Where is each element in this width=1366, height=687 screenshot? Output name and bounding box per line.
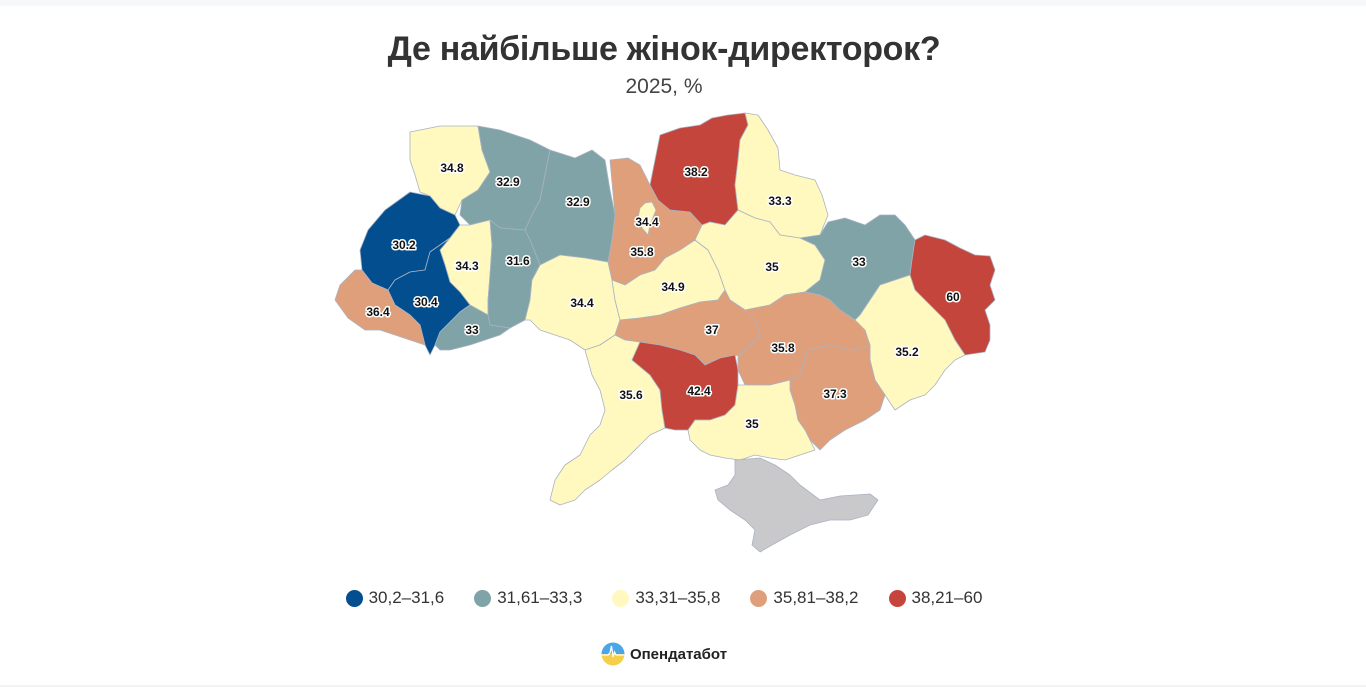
brand-name: Опендатабот (629, 645, 728, 663)
legend-label: 33,31–35,8 (635, 588, 721, 607)
value-label-ivano-frankivsk: 30.4 (414, 295, 438, 309)
value-label-vinnytsia: 34.4 (570, 296, 594, 310)
value-label-zaporizhzhia: 37.3 (823, 387, 847, 401)
value-label-kyiv-oblast: 35.8 (630, 245, 654, 259)
value-label-donetsk: 35.2 (895, 345, 919, 359)
top-strip (0, 0, 1366, 6)
value-label-volyn: 34.8 (440, 161, 464, 175)
legend-item-bin4[interactable]: 35,81–38,2 (750, 588, 859, 608)
legend-dot-icon (612, 589, 630, 607)
value-label-kyiv-city: 34.4 (635, 215, 659, 229)
bottom-strip (0, 685, 1366, 687)
opendatabot-logo-icon (601, 642, 625, 666)
region-zakarpattia[interactable] (334, 269, 426, 346)
value-label-kherson: 35 (745, 417, 759, 431)
legend-dot-icon (888, 589, 906, 607)
region-kherson[interactable] (687, 379, 816, 461)
chart-subtitle: 2025, % (625, 75, 703, 98)
legend-label: 35,81–38,2 (773, 588, 859, 607)
value-label-ternopil: 34.3 (455, 259, 479, 273)
legend-item-bin1[interactable]: 30,2–31,6 (345, 588, 445, 608)
value-label-kharkiv: 33 (852, 255, 866, 269)
brand-footer: Опендатабот (0, 642, 1328, 666)
legend-item-bin5[interactable]: 38,21–60 (888, 588, 983, 608)
value-label-sumy: 33.3 (768, 194, 792, 208)
legend-label: 30,2–31,6 (368, 588, 445, 607)
legend-dot-icon (474, 589, 492, 607)
value-label-dnipropetrovsk: 35.8 (771, 341, 795, 355)
legend-item-bin2[interactable]: 31,61–33,3 (474, 588, 582, 608)
value-label-mykolaiv: 42.4 (687, 384, 711, 398)
legend-item-bin3[interactable]: 33,31–35,8 (612, 588, 720, 608)
value-label-poltava: 35 (765, 260, 779, 274)
legend-label: 38,21–60 (911, 588, 983, 607)
value-label-chernivtsi: 33 (465, 323, 479, 337)
value-label-odesa: 35.6 (619, 388, 643, 402)
value-label-lviv: 30.2 (392, 238, 416, 252)
value-label-zakarpattia: 36.4 (366, 305, 390, 319)
region-crimea[interactable] (714, 457, 879, 553)
value-label-zhytomyr: 32.9 (566, 195, 590, 209)
region-kyiv-city[interactable] (637, 201, 657, 236)
legend-label: 31,61–33,3 (497, 588, 583, 607)
chart-title: Де найбільше жінок-директорок? (387, 30, 941, 68)
value-label-luhansk: 60 (946, 290, 960, 304)
value-label-chernihiv: 38.2 (684, 165, 708, 179)
legend: 30,2–31,6 31,61–33,3 33,31–35,8 35,81–38… (0, 588, 1328, 608)
legend-dot-icon (345, 589, 363, 607)
value-label-khmelnytskyi: 31.6 (506, 254, 530, 268)
value-label-cherkasy: 34.9 (661, 280, 685, 294)
value-label-kirovohrad: 37 (705, 323, 719, 337)
legend-dot-icon (750, 589, 768, 607)
value-label-rivne: 32.9 (496, 175, 520, 189)
region-chernivtsi[interactable] (434, 304, 511, 351)
